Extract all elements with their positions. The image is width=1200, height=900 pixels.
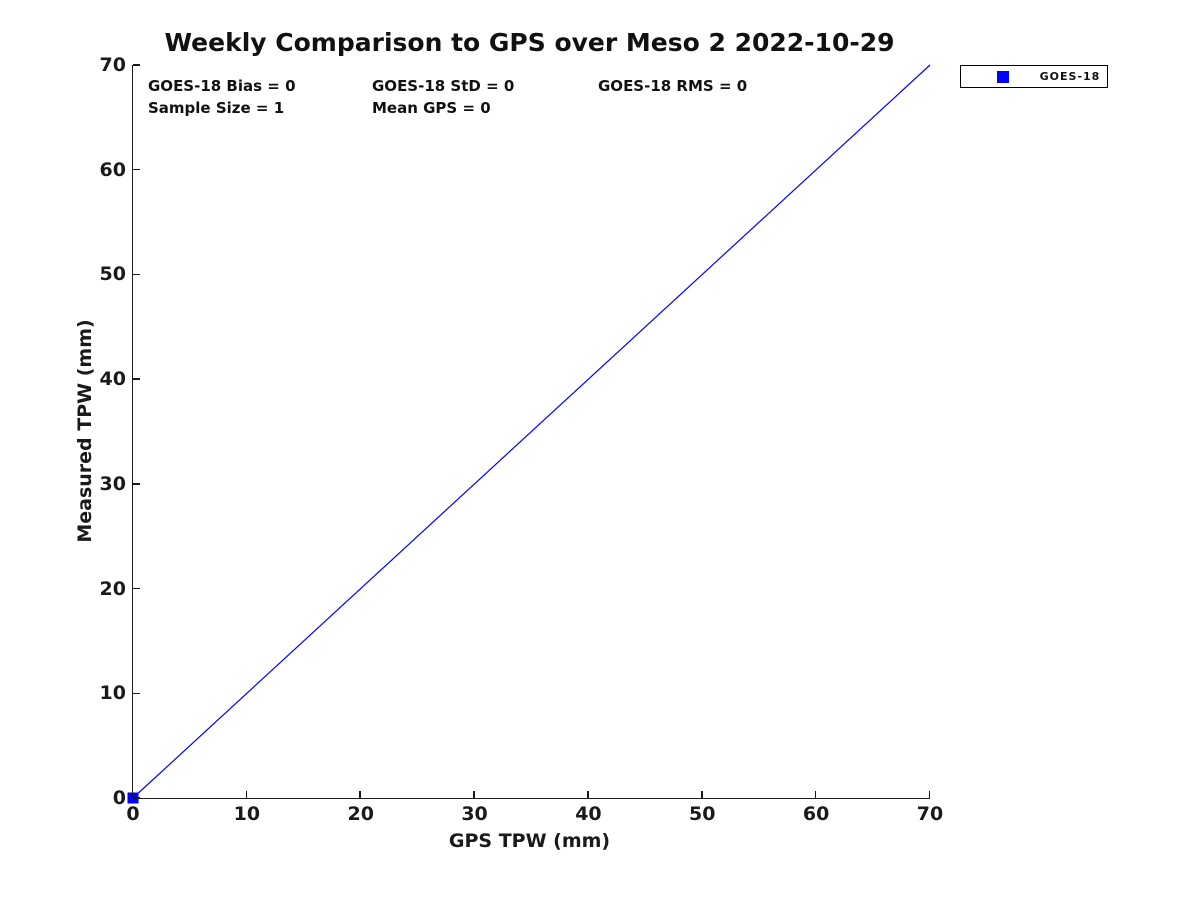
stat-bias: GOES-18 Bias = 0 — [148, 77, 296, 95]
y-tick-label: 50 — [99, 263, 126, 286]
x-tick-label: 30 — [461, 803, 488, 825]
legend-label: GOES-18 — [1039, 70, 1101, 83]
y-tick-mark — [132, 64, 140, 66]
y-tick-mark — [132, 378, 140, 380]
x-tick-label: 70 — [916, 803, 944, 825]
stat-sample-size: Sample Size = 1 — [148, 99, 285, 117]
y-tick-label: 40 — [99, 368, 126, 391]
x-tick-mark — [928, 791, 931, 798]
legend-square-marker-icon — [997, 70, 1009, 83]
x-tick-mark — [814, 791, 817, 798]
x-tick-mark — [473, 791, 475, 798]
x-tick-mark — [359, 791, 361, 798]
x-tick-mark — [701, 791, 703, 798]
chart-title: Weekly Comparison to GPS over Meso 2 202… — [164, 28, 895, 57]
x-tick-label: 40 — [575, 803, 602, 825]
x-tick-label: 60 — [802, 803, 830, 825]
x-tick-mark — [131, 791, 134, 798]
identity-line — [132, 64, 930, 799]
x-tick-label: 20 — [347, 803, 374, 825]
legend: GOES-18 — [960, 65, 1108, 88]
y-tick-label: 30 — [99, 472, 126, 495]
y-tick-mark — [132, 168, 140, 171]
y-tick-label: 0 — [112, 787, 126, 809]
y-tick-label: 20 — [99, 577, 126, 600]
x-axis-label: GPS TPW (mm) — [448, 830, 611, 852]
y-tick-mark — [132, 587, 140, 590]
x-tick-label: 10 — [233, 803, 261, 825]
y-axis-label: Measured TPW (mm) — [74, 319, 96, 543]
y-tick-mark — [132, 692, 140, 695]
y-tick-label: 70 — [99, 54, 126, 76]
x-tick-mark — [245, 791, 248, 798]
y-tick-label: 10 — [99, 682, 126, 705]
data-layer — [127, 64, 930, 804]
x-tick-mark — [587, 791, 589, 798]
stat-std: GOES-18 StD = 0 — [372, 77, 515, 95]
y-tick-label: 60 — [99, 158, 126, 181]
y-tick-mark — [132, 483, 140, 485]
y-tick-mark — [132, 273, 140, 276]
stat-rms: GOES-18 RMS = 0 — [598, 77, 748, 95]
stat-mean-gps: Mean GPS = 0 — [372, 99, 491, 117]
x-tick-label: 0 — [126, 803, 140, 825]
y-tick-mark — [132, 797, 140, 799]
plot-area — [127, 64, 931, 804]
x-tick-label: 50 — [689, 803, 716, 825]
